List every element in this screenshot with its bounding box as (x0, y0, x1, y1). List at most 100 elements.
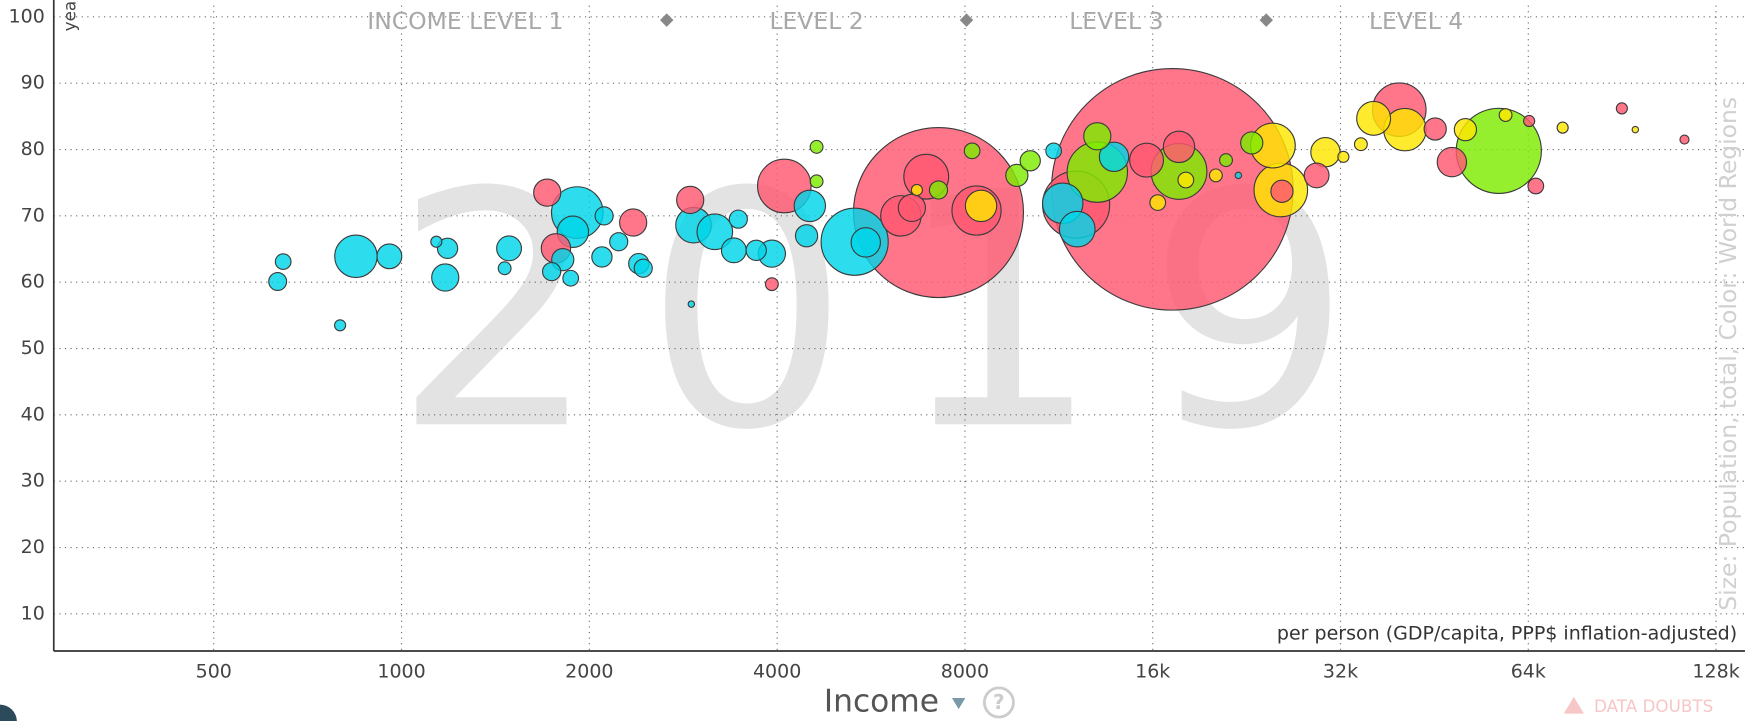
x-tick-label: 128k (1692, 661, 1739, 683)
bubble (809, 174, 824, 189)
corner-button[interactable] (0, 704, 17, 721)
bubble (1234, 171, 1243, 180)
bubble (794, 224, 819, 248)
y-tick-label: 10 (21, 602, 45, 624)
bubble (850, 227, 881, 258)
bubble (1240, 131, 1264, 155)
bubble (436, 237, 459, 260)
bubble (728, 209, 748, 229)
bubble (928, 180, 949, 200)
bubble (687, 300, 696, 308)
bubble (609, 232, 629, 252)
bubble (1162, 130, 1196, 164)
bubble (334, 234, 378, 279)
bubble (274, 253, 292, 271)
bubble (1019, 150, 1041, 172)
dropdown-arrow[interactable] (951, 697, 966, 710)
level-label: LEVEL 2 (769, 7, 863, 35)
bubble (496, 235, 523, 262)
y-tick-label: 20 (21, 536, 45, 558)
bubble (591, 246, 613, 268)
x-tick-label: 16k (1135, 661, 1170, 683)
bubble (1177, 171, 1195, 189)
bubble (542, 261, 562, 282)
level-label: INCOME LEVEL 1 (367, 7, 563, 35)
bubble (1556, 121, 1569, 134)
bubble (497, 261, 512, 276)
bubble (676, 185, 705, 215)
bubble (745, 239, 767, 262)
bubble (1083, 122, 1112, 151)
bubble (619, 208, 648, 237)
level-divider (959, 13, 974, 27)
bubble (1005, 163, 1029, 188)
bubble (1310, 136, 1341, 168)
bubble (1270, 179, 1294, 203)
bubble (376, 243, 403, 270)
x-axis-note: per person (GDP/capita, PPP$ inflation-a… (1277, 623, 1737, 645)
bubble (1129, 142, 1165, 178)
x-tick-label: 1000 (377, 661, 425, 683)
y-tick-label: 30 (21, 470, 45, 492)
bubble (1098, 141, 1130, 173)
bubble (633, 258, 653, 278)
x-tick-label: 8000 (941, 661, 989, 683)
x-axis-title[interactable]: Income (824, 683, 939, 719)
help-icon-text[interactable]: ? (993, 690, 1005, 714)
bubble (963, 142, 981, 160)
size-color-note: Size: Population, total, Color: World Re… (1714, 97, 1742, 611)
bubble (897, 193, 926, 223)
bubble (1679, 134, 1690, 145)
bubble (964, 189, 998, 223)
bubble (1045, 142, 1063, 160)
y-axis-unit: years (60, 0, 80, 31)
bubble (696, 213, 734, 251)
x-tick-label: 64k (1511, 661, 1546, 683)
bubble (1523, 114, 1536, 128)
bubble (594, 206, 614, 226)
x-tick-label: 500 (196, 661, 232, 683)
bubble (793, 189, 827, 223)
y-tick-label: 70 (21, 204, 45, 226)
bubble (1303, 162, 1330, 189)
level-divider (1259, 13, 1273, 27)
y-tick-label: 100 (9, 5, 45, 27)
help-icon[interactable] (982, 686, 1015, 719)
bubble (1353, 137, 1368, 152)
bubble (1208, 168, 1223, 183)
bubble (1527, 177, 1545, 195)
bubble (1337, 150, 1350, 163)
y-tick-label: 50 (21, 337, 45, 359)
x-tick-label: 4000 (753, 661, 801, 683)
warning-icon[interactable] (1563, 696, 1584, 714)
bubble (562, 269, 580, 287)
bubble (1436, 146, 1468, 178)
bubble (1356, 100, 1392, 136)
y-tick-label: 40 (21, 403, 45, 425)
bubble (1453, 117, 1478, 142)
bubble (809, 139, 824, 154)
bubble (1219, 153, 1233, 168)
bubble (1498, 108, 1513, 122)
bubble (1631, 125, 1640, 134)
level-label: LEVEL 4 (1369, 7, 1463, 35)
level-label: LEVEL 3 (1069, 7, 1163, 35)
x-tick-label: 2000 (565, 661, 613, 683)
y-tick-label: 90 (21, 72, 45, 94)
bubble (430, 235, 443, 248)
bubble (533, 178, 562, 207)
bubble (333, 319, 347, 332)
y-tick-label: 80 (21, 138, 45, 160)
bubbles (268, 67, 1690, 332)
bubble (268, 272, 288, 292)
bubble (1058, 210, 1096, 248)
level-divider (660, 13, 674, 27)
x-tick-label: 32k (1323, 661, 1358, 683)
bubble (910, 183, 923, 197)
data-doubts[interactable]: DATA DOUBTS (1594, 696, 1713, 716)
bubble (431, 263, 460, 292)
bubble (764, 277, 779, 292)
y-tick-label: 60 (21, 271, 45, 293)
bubble (1615, 102, 1628, 115)
